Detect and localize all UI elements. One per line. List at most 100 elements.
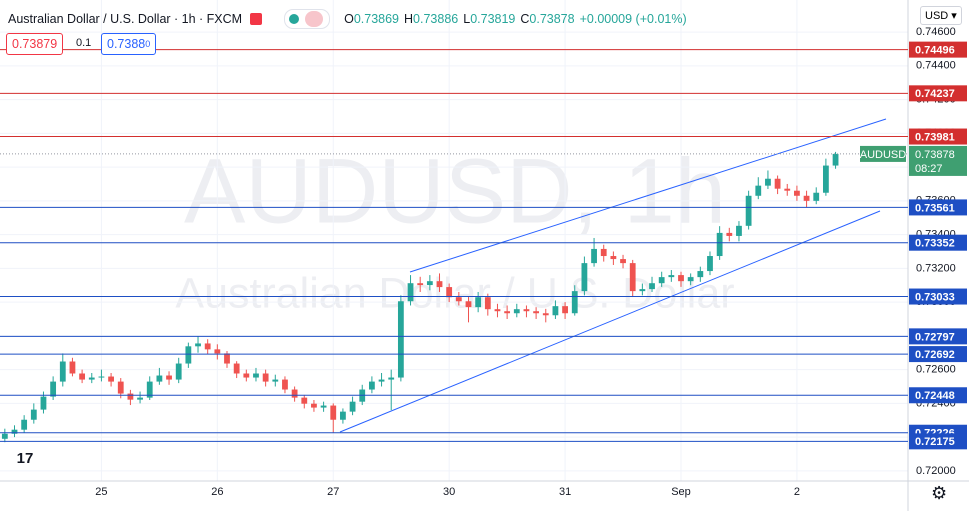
candle-body	[262, 373, 269, 382]
level-label-box	[909, 41, 967, 58]
candle-body	[272, 379, 279, 382]
candle-body	[137, 397, 143, 400]
candle-body	[716, 232, 723, 257]
candle-body	[50, 381, 57, 397]
ohlc-label: L	[463, 12, 471, 26]
candle-body	[620, 259, 626, 264]
level-label: 0.73033	[915, 291, 955, 303]
y-tick-label: 0.73200	[916, 262, 956, 274]
candle-body	[11, 429, 18, 434]
level-label: 0.72448	[915, 390, 955, 402]
candle-body	[794, 190, 800, 196]
candle-body	[282, 379, 288, 390]
candle-body	[330, 405, 337, 420]
candle-body	[340, 411, 346, 420]
ohlc-label: C	[520, 12, 530, 26]
candle-body	[224, 353, 230, 364]
change: +0.00009 (+0.01%)	[579, 12, 687, 26]
x-tick-label: 25	[95, 486, 107, 498]
candle-body	[484, 297, 491, 310]
candle-body	[822, 165, 829, 193]
level-label: 0.73561	[915, 202, 955, 214]
candle-body	[668, 275, 675, 278]
level-label-box	[909, 328, 967, 345]
candle-body	[21, 419, 28, 430]
candle-body	[465, 301, 472, 308]
settings-button[interactable]: ⚙	[931, 483, 948, 503]
watermark-ticker: AUDUSD, 1h	[184, 140, 726, 242]
currency-select[interactable]: USD ▾	[920, 6, 962, 25]
candle-body	[552, 306, 559, 316]
candle-body	[204, 343, 211, 350]
indicator-toggle[interactable]	[284, 9, 331, 29]
candle-body	[475, 297, 482, 308]
x-tick-label: 27	[327, 486, 339, 498]
candle-body	[571, 291, 578, 314]
x-tick-label: 2	[794, 486, 800, 498]
candle-body	[745, 195, 752, 226]
y-tick-label: 0.74600	[916, 26, 956, 38]
countdown: 08:27	[915, 163, 943, 175]
candle-body	[658, 277, 665, 284]
candle-body	[378, 379, 385, 382]
level-label-box	[909, 387, 967, 404]
buy-button[interactable]: 0.73880	[101, 33, 157, 55]
candle-body	[185, 346, 192, 364]
alert-icon[interactable]	[250, 13, 263, 25]
candle-body	[79, 373, 86, 380]
candle-body	[166, 375, 172, 380]
logo[interactable]: 17	[12, 448, 38, 470]
channel-lower	[339, 210, 881, 433]
candle-body	[494, 309, 501, 312]
x-tick-label: 30	[443, 486, 455, 498]
level-label-box	[909, 234, 967, 251]
candle-body	[397, 301, 404, 378]
ohlc-value: 0.73886	[413, 12, 459, 26]
candle-body	[127, 393, 134, 400]
candle-body	[243, 373, 250, 378]
candle-body	[600, 248, 607, 257]
candle-body	[349, 401, 356, 412]
ohlc-value: 0.73878	[529, 12, 575, 26]
candle-body	[320, 405, 327, 408]
watermark-name: Australian Dollar / U.S. Dollar	[175, 269, 734, 317]
candle-body	[195, 343, 201, 347]
last-price-label: 0.73878	[915, 149, 955, 161]
x-tick-label: 26	[211, 486, 223, 498]
candle-body	[581, 263, 588, 292]
sell-button[interactable]: 0.73879	[6, 33, 64, 55]
candle-body	[388, 377, 395, 380]
level-label-box	[909, 288, 967, 305]
candle-body	[407, 283, 414, 302]
candle-body	[417, 283, 424, 286]
candle-body	[504, 311, 511, 314]
candle-body	[301, 397, 308, 404]
y-tick-label: 0.72600	[916, 364, 956, 376]
candle-body	[1, 433, 8, 439]
candle-body	[59, 361, 66, 382]
ohlc-value: 0.73869	[353, 12, 400, 26]
ohlc-label: H	[404, 12, 414, 26]
candle-body	[591, 248, 597, 264]
candle-body	[813, 192, 820, 201]
channel-upper	[409, 118, 887, 273]
candle-body	[40, 396, 47, 410]
candle-body	[156, 375, 163, 382]
x-tick-label: Sep	[671, 486, 691, 498]
candle-body	[69, 361, 76, 374]
ohlc-label: O	[344, 12, 354, 26]
candle-body	[697, 271, 704, 278]
level-label: 0.72175	[915, 436, 955, 448]
symbol-title: Australian Dollar / U.S. Dollar · 1h · F…	[8, 12, 243, 26]
candle-body	[523, 309, 530, 312]
candle-body	[253, 373, 259, 378]
candle-body	[291, 389, 298, 398]
candle-body	[687, 277, 694, 282]
last-price-symbol: AUDUSD	[860, 149, 907, 161]
candle-body	[707, 256, 713, 272]
level-label: 0.72797	[915, 331, 955, 343]
level-label-box	[909, 85, 967, 102]
candle-body	[146, 381, 153, 398]
candle-body	[832, 153, 839, 166]
